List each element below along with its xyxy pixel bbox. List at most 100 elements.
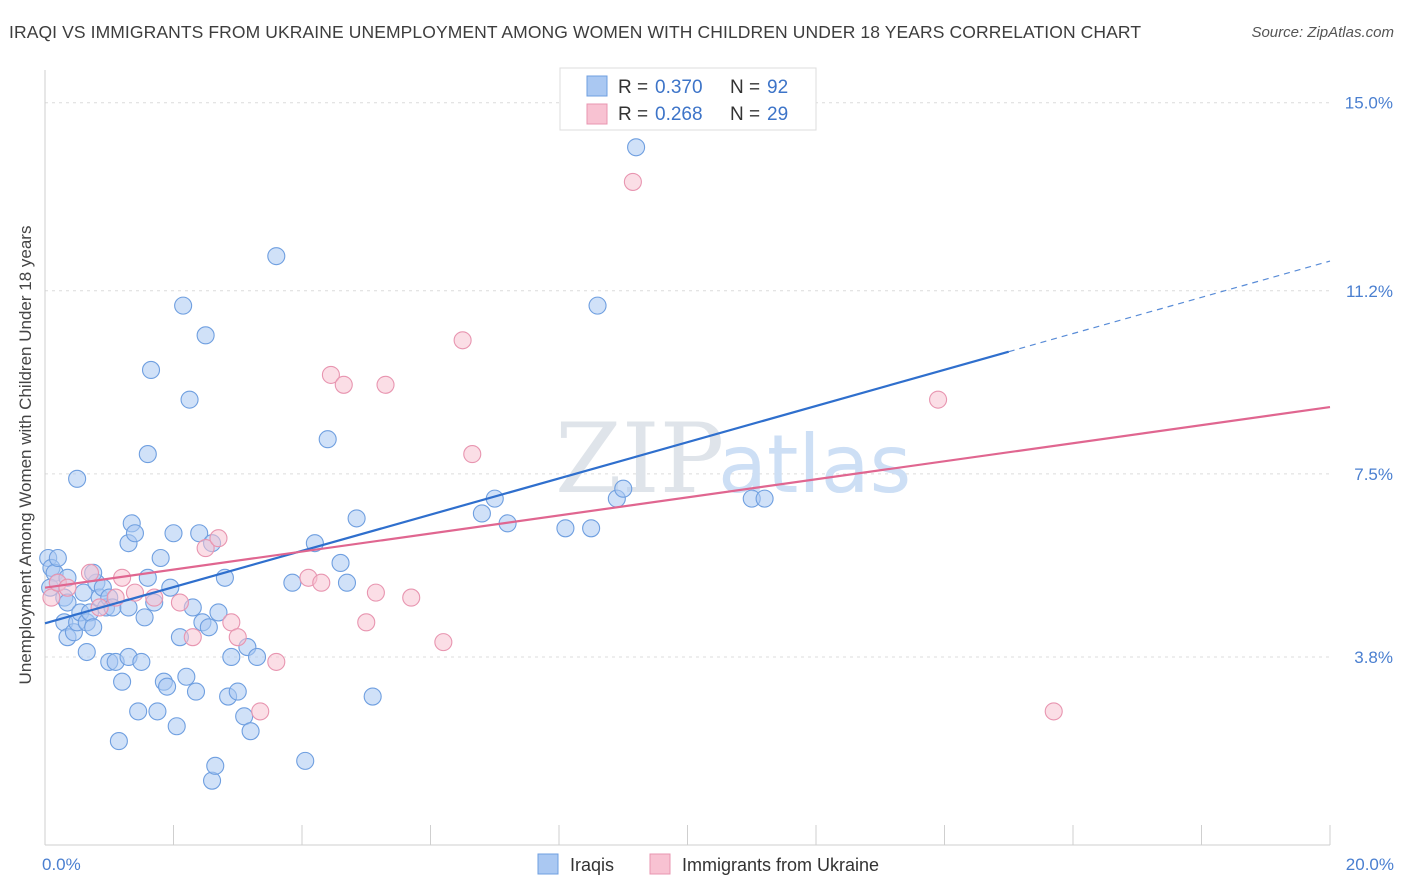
point-iraqis: [113, 672, 132, 691]
bottom-legend: Iraqis Immigrants from Ukraine: [537, 853, 879, 875]
point-iraqis: [199, 618, 218, 637]
grid: [45, 102, 1330, 658]
x-tick-label-min: 0.0%: [42, 855, 81, 874]
data-points: [39, 138, 1063, 790]
point-ukraine: [80, 563, 100, 582]
point-iraqis: [196, 326, 215, 345]
point-iraqis: [296, 751, 315, 770]
point-iraqis: [337, 573, 357, 592]
legend-r-value: 0.370: [655, 77, 703, 98]
point-iraqis: [614, 479, 633, 498]
point-iraqis: [363, 687, 382, 706]
point-iraqis: [158, 677, 177, 696]
trend-line-iraqis-extension: [1008, 260, 1331, 353]
bottom-legend-ukraine: Immigrants from Ukraine: [682, 855, 879, 875]
bottom-legend-swatch-ukraine: [649, 853, 671, 875]
bottom-legend-iraqis: Iraqis: [570, 855, 614, 875]
point-iraqis: [206, 756, 225, 775]
legend-n-label: N =: [730, 104, 760, 125]
point-iraqis: [556, 519, 575, 538]
point-iraqis: [331, 553, 350, 572]
point-ukraine: [209, 529, 228, 548]
point-iraqis: [180, 390, 199, 409]
point-iraqis: [132, 652, 151, 671]
y-tick-label: 3.8%: [1354, 648, 1393, 667]
point-iraqis: [177, 667, 196, 686]
legend-n-label: N =: [730, 77, 760, 98]
point-ukraine: [1044, 702, 1063, 721]
point-iraqis: [48, 548, 67, 568]
point-ukraine: [267, 652, 286, 671]
chart-title: IRAQI VS IMMIGRANTS FROM UKRAINE UNEMPLO…: [9, 22, 1142, 42]
point-ukraine: [376, 375, 395, 394]
point-iraqis: [129, 702, 148, 721]
point-iraqis: [247, 647, 267, 667]
legend-r-value: 0.268: [655, 104, 703, 125]
trend-line-ukraine: [44, 405, 1331, 589]
legend-r-label: R =: [618, 104, 648, 125]
watermark-zip: ZIP: [555, 403, 724, 515]
point-ukraine: [357, 613, 376, 632]
point-ukraine: [929, 390, 948, 409]
axes: 3.8% 7.5% 11.2% 15.0% 0.0% 20.0%: [42, 70, 1394, 874]
legend: R = 0.370 N = 92 R = 0.268 N = 29: [559, 67, 817, 131]
point-iraqis: [141, 360, 161, 380]
point-iraqis: [582, 519, 601, 538]
point-ukraine: [170, 593, 189, 612]
point-iraqis: [138, 445, 157, 464]
point-ukraine: [196, 539, 215, 558]
y-tick-label: 7.5%: [1354, 465, 1393, 484]
point-ukraine: [434, 633, 453, 652]
legend-n-value: 29: [767, 104, 788, 125]
point-iraqis: [347, 509, 366, 528]
point-iraqis: [209, 603, 228, 622]
point-ukraine: [251, 702, 270, 721]
point-iraqis: [186, 682, 206, 701]
trend-line-iraqis: [44, 350, 1010, 625]
point-ukraine: [312, 573, 331, 592]
point-ukraine: [623, 172, 642, 191]
point-ukraine: [366, 583, 385, 602]
point-ukraine: [183, 628, 202, 647]
point-iraqis: [228, 682, 247, 701]
legend-n-value: 92: [767, 77, 788, 98]
point-ukraine: [463, 445, 482, 464]
point-iraqis: [174, 296, 193, 315]
point-iraqis: [109, 732, 128, 751]
y-axis-label: Unemployment Among Women with Children U…: [16, 226, 35, 685]
point-iraqis: [151, 548, 170, 568]
point-iraqis: [755, 489, 774, 508]
point-iraqis: [125, 524, 144, 543]
x-tick-label-max: 20.0%: [1346, 855, 1394, 874]
point-iraqis: [164, 524, 183, 543]
y-tick-label: 15.0%: [1345, 94, 1393, 113]
point-iraqis: [318, 430, 337, 449]
y-tick-label: 11.2%: [1346, 282, 1393, 301]
point-iraqis: [588, 296, 607, 315]
point-ukraine: [402, 588, 421, 607]
legend-swatch-iraqis: [586, 75, 608, 97]
point-iraqis: [77, 642, 96, 662]
legend-swatch-ukraine: [586, 103, 608, 125]
point-ukraine: [228, 628, 247, 647]
point-ukraine: [334, 375, 353, 394]
trend-lines: [44, 260, 1331, 625]
point-iraqis: [167, 717, 186, 736]
source-label: Source: ZipAtlas.com: [1251, 24, 1394, 41]
bottom-legend-swatch-iraqis: [537, 853, 559, 875]
point-iraqis: [135, 608, 154, 627]
point-iraqis: [267, 247, 286, 266]
point-ukraine: [453, 331, 472, 350]
point-iraqis: [627, 138, 646, 157]
point-iraqis: [222, 647, 241, 667]
point-iraqis: [241, 722, 260, 741]
point-iraqis: [84, 618, 103, 637]
point-iraqis: [283, 573, 302, 592]
point-ukraine: [321, 365, 340, 384]
point-iraqis: [203, 771, 222, 790]
point-ukraine: [58, 578, 77, 597]
point-iraqis: [68, 469, 87, 488]
point-iraqis: [148, 702, 167, 721]
point-iraqis: [472, 504, 491, 523]
